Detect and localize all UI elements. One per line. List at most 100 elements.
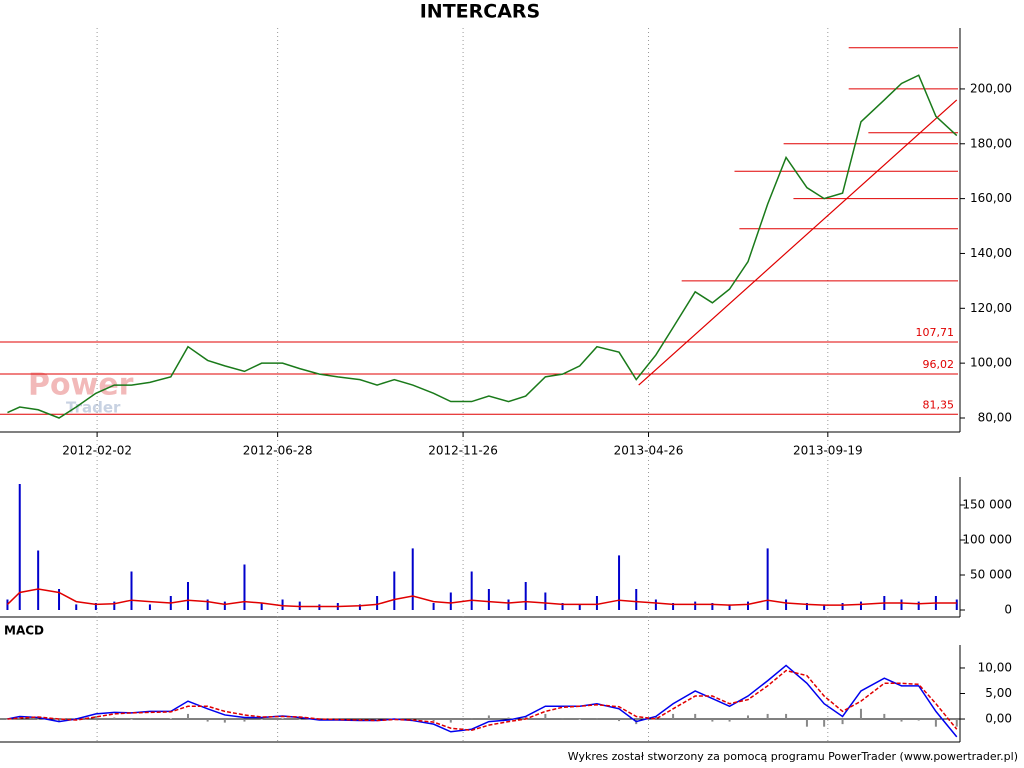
bar <box>449 592 452 610</box>
bar <box>470 571 473 610</box>
bar <box>635 589 638 610</box>
y-tick-label: 140,00 <box>970 246 1012 260</box>
bar <box>58 719 61 722</box>
bar <box>487 715 490 720</box>
bar <box>766 713 769 720</box>
bar <box>148 604 151 610</box>
bar <box>728 719 731 722</box>
bar <box>766 548 769 610</box>
bar <box>298 719 301 720</box>
bar <box>544 713 547 720</box>
bar <box>618 719 621 722</box>
bar <box>934 719 937 727</box>
bar <box>711 719 714 722</box>
level-label: 96,02 <box>923 358 955 371</box>
bar <box>823 719 826 727</box>
bar <box>841 603 844 610</box>
bar <box>595 718 598 720</box>
bar <box>711 603 714 610</box>
bar <box>37 550 40 610</box>
bar <box>785 713 788 720</box>
y-tick-label: 160,00 <box>970 191 1012 205</box>
bar <box>260 719 263 720</box>
chart-title: INTERCARS <box>420 1 541 23</box>
bar <box>18 484 21 610</box>
bar <box>805 719 808 727</box>
bar <box>75 604 78 610</box>
bar <box>37 719 40 720</box>
bar <box>223 719 226 723</box>
bar <box>186 582 189 610</box>
bar <box>411 719 414 720</box>
bar <box>524 582 527 610</box>
bar <box>281 718 284 720</box>
bar <box>507 599 510 610</box>
y-tick-label: 120,00 <box>970 301 1012 315</box>
bar <box>169 718 172 720</box>
bar <box>113 717 116 720</box>
level-label: 107,71 <box>916 326 955 339</box>
bar <box>130 571 133 610</box>
bar <box>94 603 97 610</box>
bar <box>561 603 564 610</box>
bar <box>618 555 621 610</box>
bar <box>654 716 657 720</box>
bar <box>148 718 151 720</box>
series-line <box>6 588 957 608</box>
bar <box>94 715 97 720</box>
bar <box>470 718 473 720</box>
bar <box>449 719 452 723</box>
y-tick-label: 0 <box>1004 603 1012 617</box>
bar <box>358 719 361 720</box>
series-line <box>7 669 958 732</box>
x-tick-label: 2012-11-26 <box>428 444 498 458</box>
bar <box>358 604 361 610</box>
bar <box>243 564 246 610</box>
bar <box>746 601 749 610</box>
bar <box>841 719 844 725</box>
bar <box>260 603 263 610</box>
bar <box>694 713 697 720</box>
bar <box>186 713 189 720</box>
bar <box>411 548 414 610</box>
y-tick-label: 180,00 <box>970 136 1012 150</box>
bar <box>578 719 581 720</box>
panel-title: MACD <box>4 624 44 638</box>
bar <box>206 719 209 722</box>
x-tick-label: 2012-06-28 <box>243 444 313 458</box>
bar <box>785 599 788 610</box>
footer: Wykres został stworzony za pomocą progra… <box>568 750 1018 763</box>
bar <box>859 601 862 610</box>
y-tick-label: 150 000 <box>962 498 1012 512</box>
x-tick-label: 2013-09-19 <box>793 444 863 458</box>
bar <box>487 589 490 610</box>
bar <box>955 599 958 610</box>
bar <box>507 717 510 720</box>
y-tick-label: 5,00 <box>985 686 1012 700</box>
bar <box>672 713 675 720</box>
bar <box>432 603 435 610</box>
bar <box>900 599 903 610</box>
bar <box>561 718 564 720</box>
bar <box>524 716 527 720</box>
watermark: Trader <box>66 399 121 417</box>
y-tick-label: 50 000 <box>970 568 1012 582</box>
series-line <box>7 74 958 419</box>
trend-line <box>638 99 958 386</box>
x-tick-label: 2012-02-02 <box>62 444 132 458</box>
y-tick-label: 100,00 <box>970 356 1012 370</box>
bar <box>376 719 379 720</box>
bar <box>376 596 379 610</box>
bar <box>544 592 547 610</box>
bar <box>654 599 657 610</box>
bar <box>393 571 396 610</box>
y-tick-label: 0,00 <box>985 712 1012 726</box>
bar <box>243 719 246 722</box>
bar <box>672 603 675 610</box>
bar <box>728 604 731 610</box>
bar <box>595 596 598 610</box>
bar <box>746 715 749 720</box>
bar <box>6 719 9 720</box>
